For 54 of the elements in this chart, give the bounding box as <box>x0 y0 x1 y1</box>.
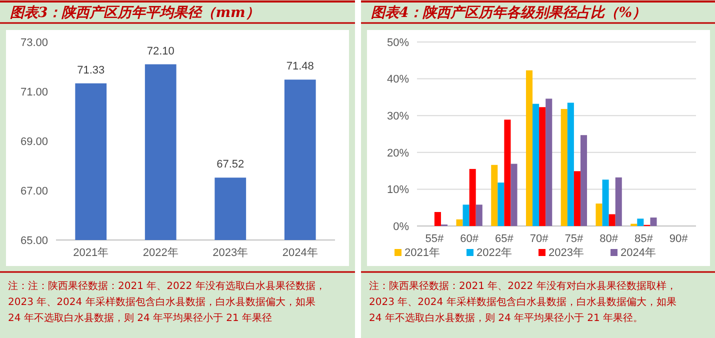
bar <box>608 214 616 226</box>
chart-title: 图表3：陕西产区历年平均果径（mm） <box>10 4 260 21</box>
y-tick-label: 67.00 <box>20 185 48 198</box>
y-tick-label: 65.00 <box>20 234 48 247</box>
bar <box>574 171 580 226</box>
x-tick-label: 90# <box>669 233 689 245</box>
text: 71.33 <box>77 64 105 76</box>
y-tick-label: 73.00 <box>20 36 48 49</box>
x-tick-label: 60# <box>460 233 480 245</box>
y-tick-label: 40% <box>386 74 410 86</box>
bar <box>596 204 602 226</box>
text: 注：陕西果径数据：2021 年、2022 年没有对白水县果径数据取样，2023 年、2024 年采样数据包含白水县数据，白水县数据偏大，如果 24 年不选取白水县数据，则 24 年平均果径小于 21 年果径。 <box>369 280 676 324</box>
text: 72.10 <box>146 45 174 58</box>
bar <box>532 104 540 226</box>
bar <box>539 107 546 226</box>
bar <box>580 135 588 226</box>
x-tick-label: 65# <box>495 233 514 245</box>
text: 注：注：陕西果径数据：2021 年、2022 年没有选取白水县果径数据，2023 年、2024 年采样数据包含白水县数据，白水县数据偏大，如果 24 年不选取白水县数据，则 24 年平均果径小于 21 年果径 <box>8 280 326 324</box>
bar <box>456 219 463 226</box>
y-tick-label: 71.00 <box>20 86 48 98</box>
bar <box>469 168 476 226</box>
bar <box>504 120 511 226</box>
y-tick-label: 20% <box>386 147 410 160</box>
bar <box>602 180 609 226</box>
bar <box>462 204 470 226</box>
x-tick-label: 2022年 <box>142 247 178 259</box>
chart-title: 图表4：陕西产区历年各级别果径占比（%） <box>371 4 646 21</box>
x-tick-label: 80# <box>600 233 619 245</box>
bar <box>476 204 482 226</box>
bar <box>498 182 504 226</box>
x-tick-label: 85# <box>634 233 654 245</box>
bar <box>615 177 622 226</box>
y-tick-label: 50% <box>386 36 410 49</box>
bar <box>650 218 657 226</box>
x-tick-label: 75# <box>564 233 584 245</box>
x-tick-label: 2023年 <box>212 247 248 259</box>
text: 67.52 <box>216 158 244 171</box>
x-tick-label: 2024年 <box>282 247 318 259</box>
x-tick-label: 55# <box>425 233 444 245</box>
bar <box>637 218 644 226</box>
bar <box>567 102 574 226</box>
bar <box>546 98 552 226</box>
bar <box>526 70 533 226</box>
y-tick-label: 30% <box>386 110 410 122</box>
bar <box>491 164 498 226</box>
bar <box>434 212 441 226</box>
y-tick-label: 0% <box>393 220 410 233</box>
y-tick-label: 10% <box>386 184 410 196</box>
y-tick-label: 69.00 <box>20 136 48 148</box>
bar <box>510 164 518 226</box>
bar <box>560 108 568 226</box>
x-tick-label: 70# <box>530 233 550 245</box>
x-tick-label: 2021年 <box>73 247 109 259</box>
text: 71.48 <box>286 60 314 73</box>
